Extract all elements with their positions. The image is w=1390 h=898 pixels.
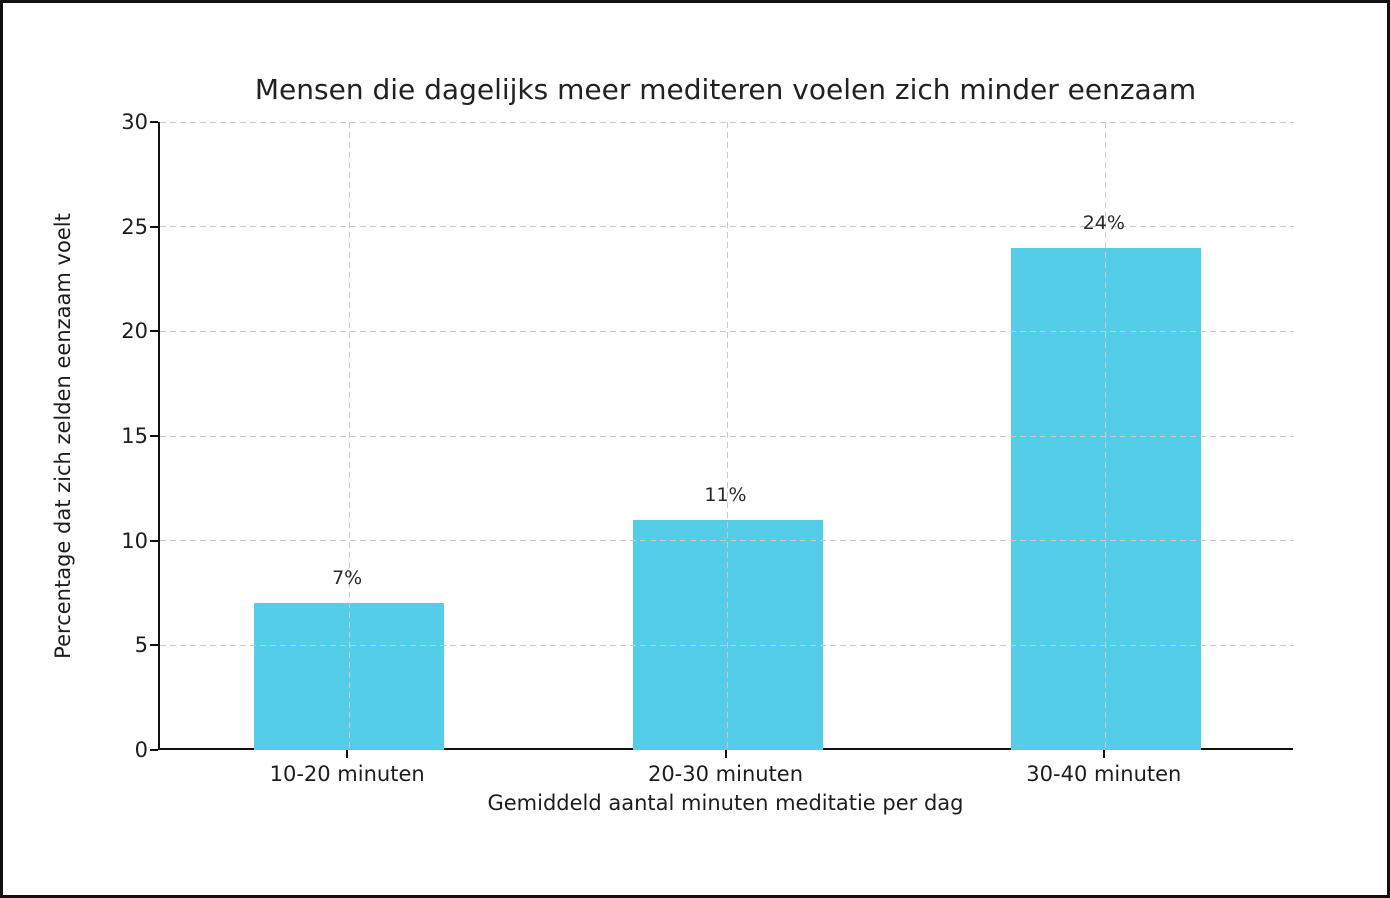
y-tick-label: 30 — [121, 110, 148, 134]
y-tick-mark — [150, 435, 158, 437]
y-tick-mark — [150, 644, 158, 647]
y-tick-label: 25 — [121, 214, 148, 239]
chart-title: Mensen die dagelijks meer mediteren voel… — [254, 73, 1197, 106]
gridline-horizontal — [160, 330, 1293, 332]
y-tick-label: 5 — [134, 633, 148, 658]
x-axis-label: Gemiddeld aantal minuten meditatie per d… — [487, 791, 964, 815]
y-tick-mark — [150, 225, 158, 228]
gridline-horizontal — [160, 435, 1293, 437]
x-tick-label: 30-40 minuten — [1026, 762, 1182, 786]
y-tick-label: 0 — [134, 738, 148, 762]
bar-value-label: 11% — [704, 483, 747, 506]
gridline-vertical — [348, 122, 350, 748]
gridline-horizontal — [160, 540, 1293, 542]
x-tick-mark — [346, 750, 349, 758]
bar-value-label: 7% — [332, 567, 363, 590]
x-tick-label: 20-30 minuten — [647, 762, 804, 786]
bar-value-label: 24% — [1082, 211, 1125, 234]
gridline-vertical — [1105, 122, 1107, 748]
y-tick-label: 10 — [121, 528, 148, 553]
y-tick-label: 20 — [121, 319, 148, 344]
x-tick-mark — [1102, 750, 1105, 758]
plot-area — [158, 121, 1293, 750]
y-tick-mark — [150, 330, 158, 333]
y-tick-mark — [150, 749, 158, 751]
x-tick-mark — [724, 750, 727, 758]
gridline-horizontal — [160, 644, 1293, 646]
x-tick-label: 10-20 minuten — [269, 762, 425, 786]
y-tick-mark — [150, 539, 158, 542]
gridline-horizontal — [160, 121, 1293, 123]
y-tick-mark — [150, 121, 158, 123]
gridline-vertical — [727, 122, 728, 748]
gridline-horizontal — [160, 226, 1293, 228]
y-tick-label: 15 — [121, 424, 148, 448]
